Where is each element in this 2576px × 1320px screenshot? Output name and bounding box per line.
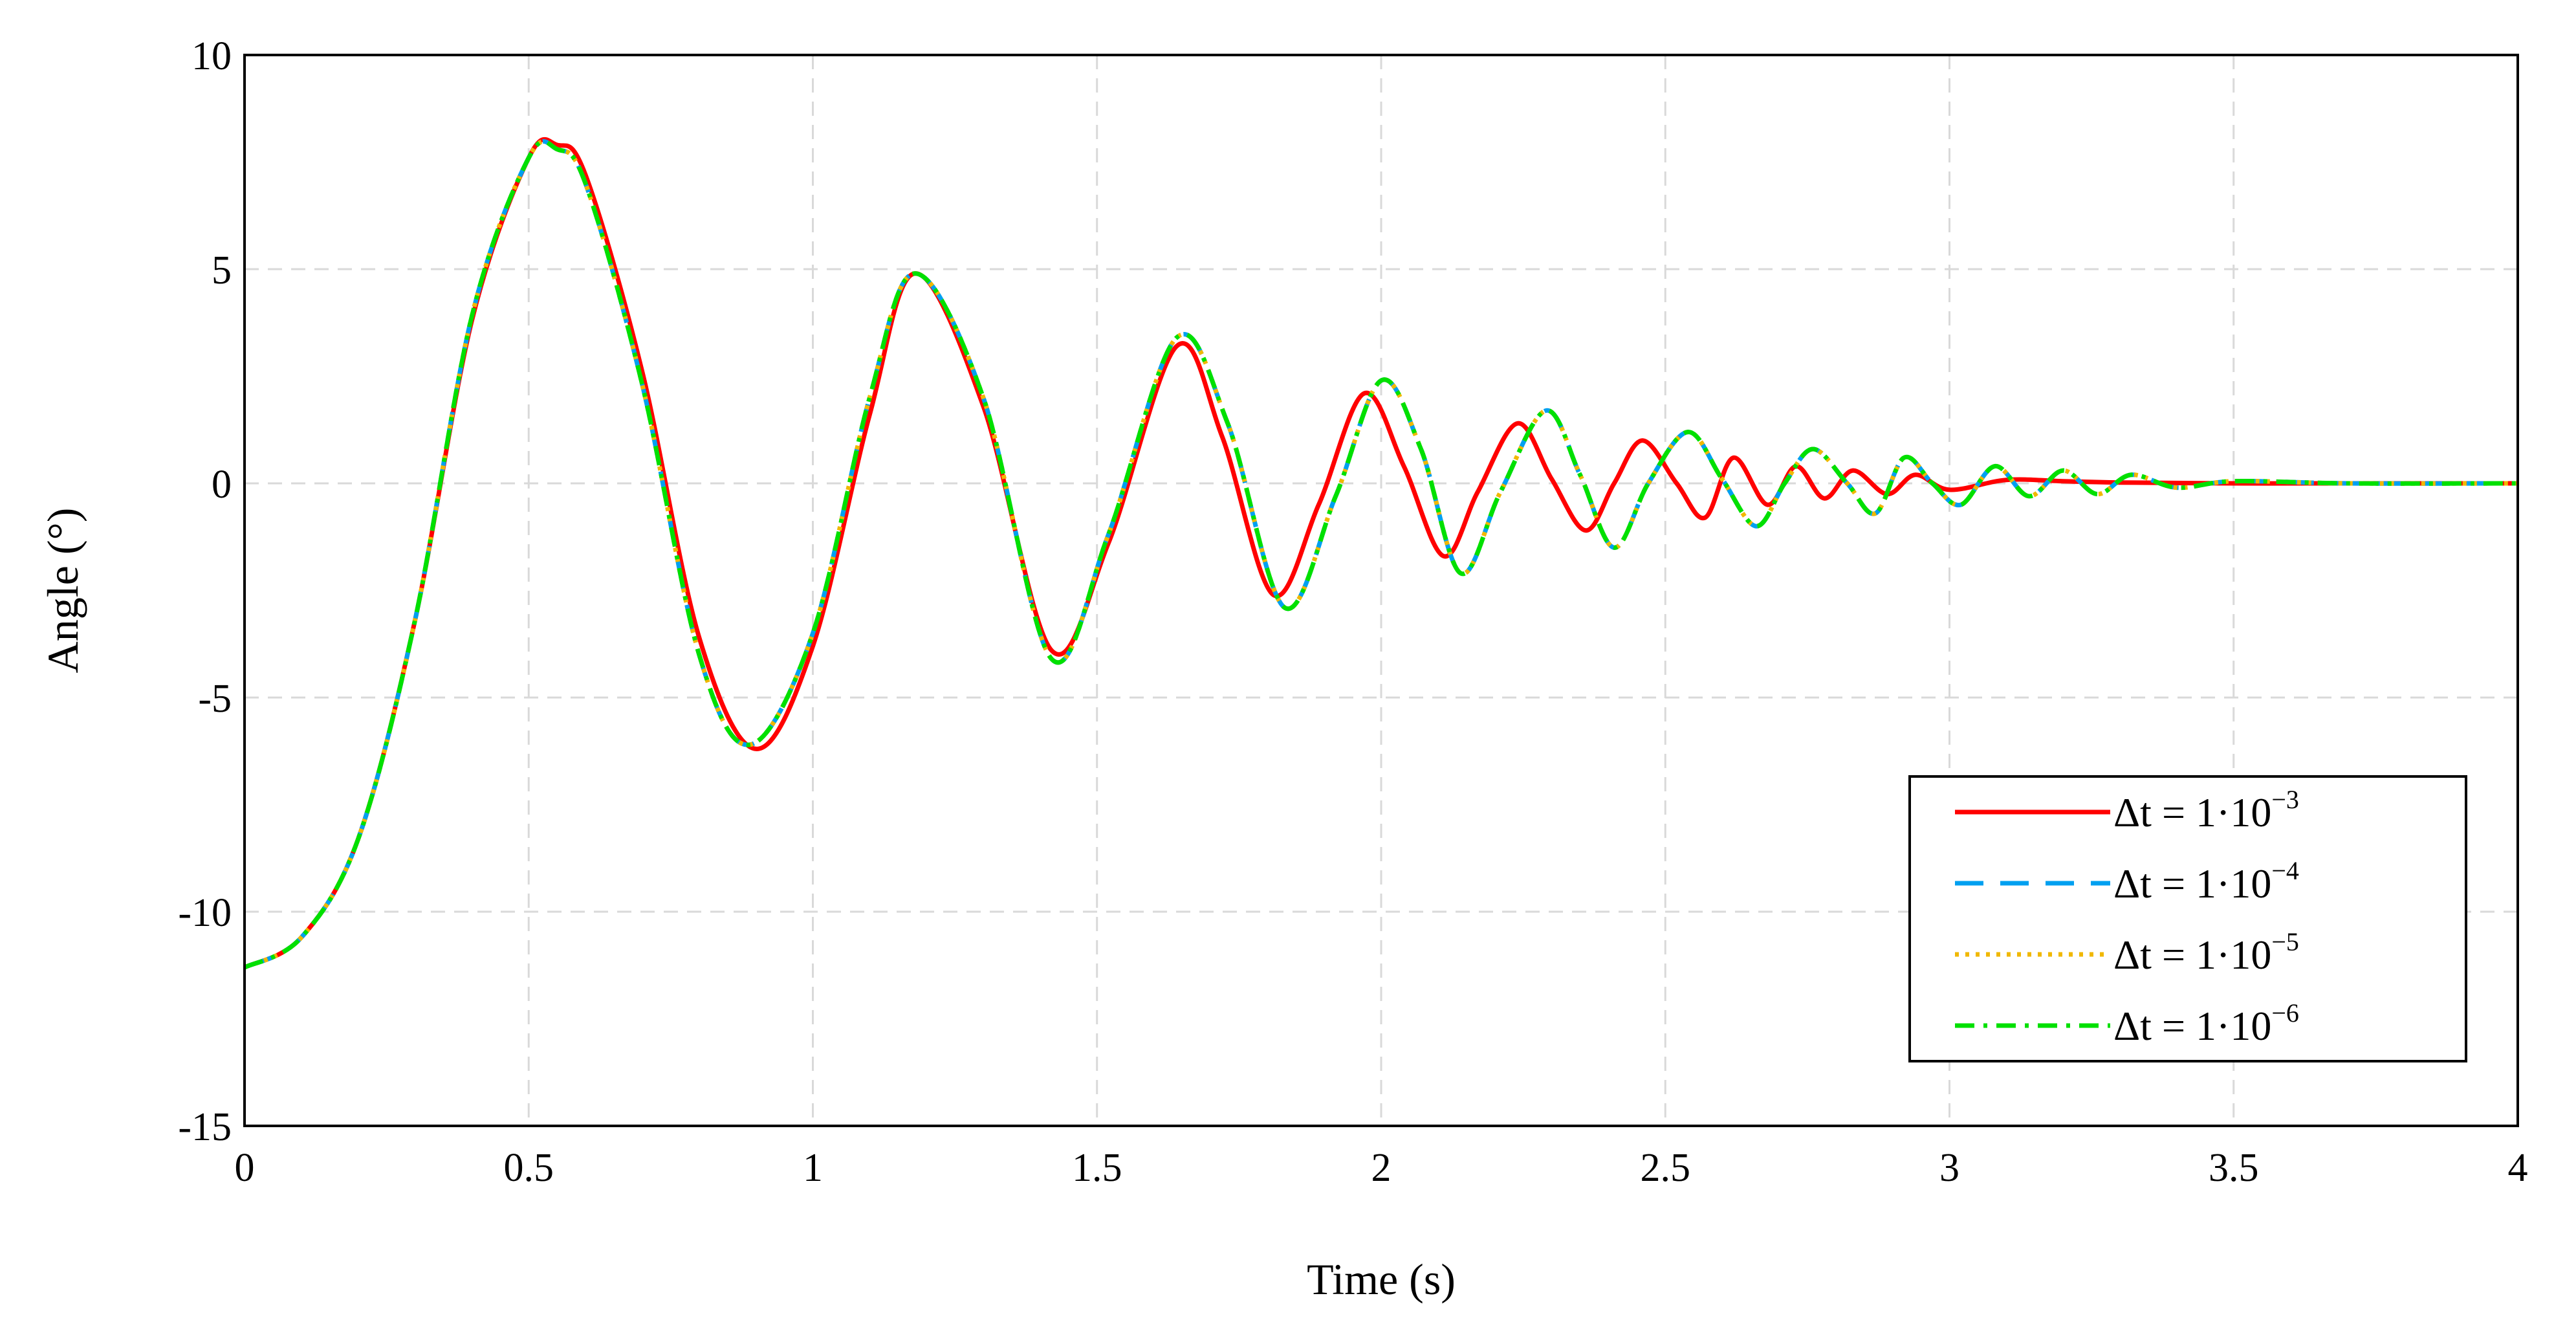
x-tick-label: 3 <box>1939 1146 1959 1190</box>
x-tick-label: 2 <box>1371 1146 1392 1190</box>
y-tick-label: -5 <box>198 677 232 721</box>
legend-label: Δt = 1·10−3 <box>2113 785 2299 835</box>
legend-label: Δt = 1·10−6 <box>2113 998 2299 1049</box>
series-line-4 <box>243 139 2518 970</box>
x-tick-label: 1 <box>803 1146 823 1190</box>
x-tick-label: 4 <box>2508 1146 2528 1190</box>
y-tick-label: -15 <box>178 1105 232 1149</box>
series-line-1 <box>243 137 2518 970</box>
plot-frame <box>243 54 2519 1127</box>
y-tick-label: 5 <box>212 248 232 292</box>
x-tick-label: 0 <box>235 1146 255 1190</box>
x-tick-label: 3.5 <box>2209 1146 2259 1190</box>
x-tick-label: 0.5 <box>504 1146 554 1190</box>
series-line-3 <box>243 139 2518 970</box>
y-axis-title: Angle (°) <box>38 508 87 674</box>
x-tick-label: 1.5 <box>1072 1146 1122 1190</box>
tick-labels: 0 0.5 1 1.5 2 2.5 3 3.5 4 -15 -10 -5 0 5 10 <box>178 34 2527 1190</box>
series-layer <box>243 137 2518 970</box>
legend-label: Δt = 1·10−5 <box>2113 927 2299 978</box>
y-tick-label: 10 <box>191 34 232 78</box>
legend-label: Δt = 1·10−4 <box>2113 856 2299 907</box>
x-tick-label: 2.5 <box>1641 1146 1691 1190</box>
y-tick-label: 0 <box>212 463 232 507</box>
y-tick-label: -10 <box>178 891 232 935</box>
x-axis-title: Time (s) <box>1307 1255 1456 1304</box>
legend: Δt = 1·10−3 Δt = 1·10−4 Δt = 1·10−5 Δt = 1·… <box>1908 775 2467 1062</box>
legend-box <box>1908 775 2467 1062</box>
